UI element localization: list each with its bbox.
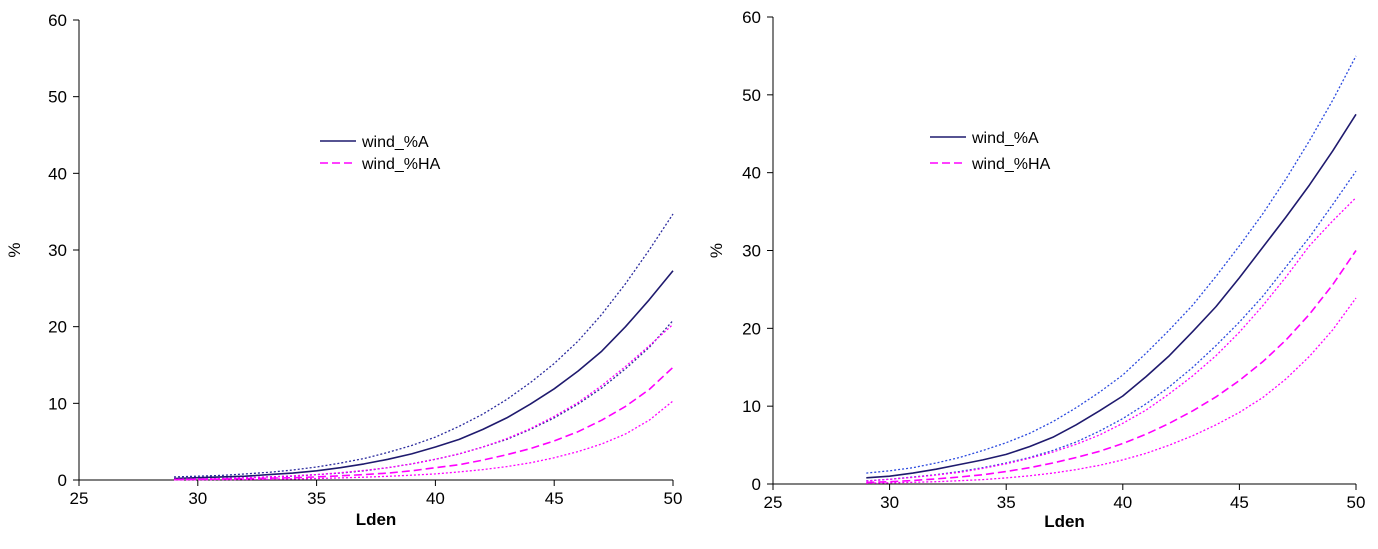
x-tick-label: 50: [1347, 493, 1366, 512]
series-line-upper-bound: [173, 323, 674, 480]
series-line-lower-bound: [866, 297, 1357, 484]
y-tick-label: 10: [48, 394, 67, 413]
series-line-upper-bound: [173, 213, 674, 478]
series-line-wind-ha: [866, 250, 1357, 484]
x-tick-label: 25: [70, 489, 89, 508]
x-tick-label: 50: [664, 489, 683, 508]
series-line-lower-bound: [866, 170, 1357, 482]
y-tick-label: 50: [742, 86, 761, 105]
x-tick-label: 35: [307, 489, 326, 508]
y-tick-label: 30: [48, 241, 67, 260]
chart-panel-2: 0 10 20 30 40 50 60 25 30 35 40 45 50 Lden% wind_%Awin…: [707, 8, 1365, 531]
x-tick-label: 35: [997, 493, 1016, 512]
x-tick-label: 45: [545, 489, 564, 508]
series-line-upper-bound: [866, 197, 1357, 482]
series-line-lower-bound: [174, 400, 674, 481]
y-tick-label: 40: [48, 164, 67, 183]
y-tick-label: 30: [742, 242, 761, 261]
x-axis-label: Lden: [1044, 512, 1085, 531]
legend-label: wind_%A: [971, 130, 1039, 147]
y-tick-label: 10: [742, 397, 761, 416]
y-tick-label: 60: [48, 11, 67, 30]
y-tick-label: 50: [48, 88, 67, 107]
series-line-wind-a: [866, 113, 1357, 479]
chart-panel-1: 0 10 20 30 40 50 60 25 30 35 40 45 50 Lden% wind_%Awin…: [5, 11, 682, 529]
x-axis-label: Lden: [356, 510, 397, 529]
legend-label: wind_%HA: [361, 156, 441, 173]
x-tick-label: 40: [1113, 493, 1132, 512]
x-tick-label: 30: [880, 493, 899, 512]
y-axis-label: %: [5, 242, 24, 257]
series-line-wind-ha: [173, 366, 674, 481]
y-tick-label: 0: [58, 471, 67, 490]
legend-label: wind_%A: [361, 134, 429, 151]
series-line-wind-a: [173, 270, 674, 480]
series-line-lower-bound: [173, 320, 674, 480]
legend-label: wind_%HA: [971, 156, 1051, 173]
x-tick-label: 40: [426, 489, 445, 508]
y-tick-label: 20: [742, 319, 761, 338]
x-tick-label: 25: [764, 493, 783, 512]
y-tick-label: 40: [742, 164, 761, 183]
series-line-upper-bound: [866, 55, 1357, 474]
y-tick-label: 0: [752, 475, 761, 494]
y-axis-label: %: [707, 243, 726, 258]
x-tick-label: 45: [1230, 493, 1249, 512]
y-tick-label: 60: [742, 8, 761, 27]
x-tick-label: 30: [188, 489, 207, 508]
y-tick-label: 20: [48, 318, 67, 337]
